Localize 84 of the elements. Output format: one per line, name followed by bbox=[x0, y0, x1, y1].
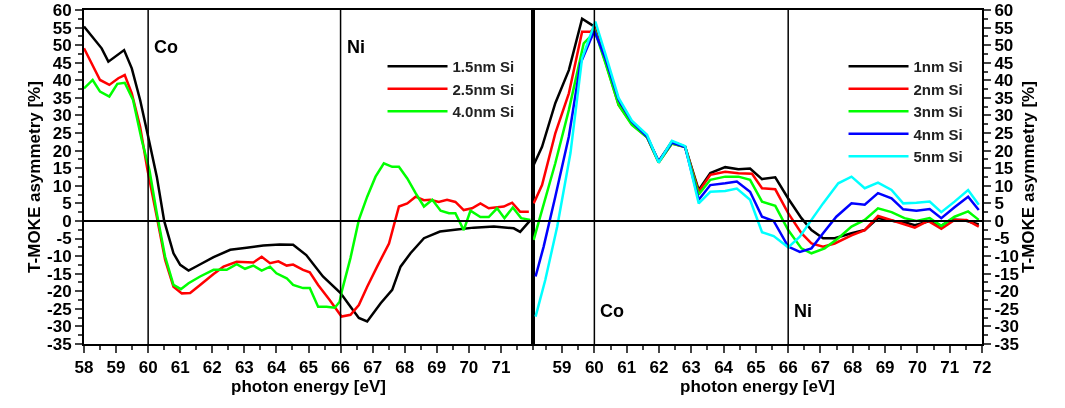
legend-label: 5nm Si bbox=[913, 148, 963, 166]
y-tick-label: -5 bbox=[994, 229, 1010, 249]
y-tick-label: -35 bbox=[47, 334, 72, 354]
y-tick-label: 25 bbox=[52, 124, 72, 143]
x-tick-label: 59 bbox=[106, 358, 126, 378]
x-tick-label: 67 bbox=[363, 358, 383, 378]
y-tick-label: 50 bbox=[994, 36, 1014, 56]
legend-label: 2.5nm Si bbox=[452, 80, 515, 98]
y-tick-label: 5 bbox=[994, 194, 1004, 214]
x-tick-label: 60 bbox=[138, 358, 158, 378]
legend-label: 1.5nm Si bbox=[452, 58, 515, 76]
y-tick-label: 20 bbox=[52, 141, 72, 161]
y-tick-label: 60 bbox=[52, 0, 72, 20]
y-tick-label: -30 bbox=[47, 317, 72, 337]
y-tick-label: 25 bbox=[994, 124, 1014, 143]
legend-label: 4.0nm Si bbox=[452, 103, 515, 121]
y-tick-label: 35 bbox=[52, 88, 72, 108]
ref-line-label: Ni bbox=[347, 37, 365, 57]
x-tick-label: 62 bbox=[202, 358, 222, 378]
y-axis-title: T-MOKE asymmetry [%] bbox=[25, 81, 45, 273]
y-tick-label: -20 bbox=[994, 282, 1019, 302]
y-tick-label: 55 bbox=[52, 18, 72, 38]
x-tick-label: 65 bbox=[299, 358, 318, 378]
x-tick-label: 61 bbox=[617, 358, 637, 378]
x-tick-label: 63 bbox=[681, 358, 701, 378]
x-tick-label: 70 bbox=[459, 358, 479, 378]
x-axis-title: photon energy [eV] bbox=[680, 377, 835, 397]
y-tick-label: 0 bbox=[994, 211, 1004, 231]
x-axis-title: photon energy [eV] bbox=[231, 377, 386, 397]
y-tick-label: -20 bbox=[47, 282, 72, 302]
y-axis-title: T-MOKE asymmetry [%] bbox=[1018, 81, 1038, 273]
y-tick-label: -25 bbox=[994, 299, 1019, 319]
x-tick-label: 58 bbox=[74, 358, 94, 378]
y-tick-label: 30 bbox=[52, 106, 72, 126]
y-tick-label: -25 bbox=[47, 299, 72, 319]
x-tick-label: 71 bbox=[491, 358, 511, 378]
y-tick-label: 50 bbox=[52, 36, 72, 56]
y-tick-label: 55 bbox=[994, 18, 1014, 38]
y-tick-label: 20 bbox=[994, 141, 1014, 161]
x-tick-label: 67 bbox=[811, 358, 830, 378]
x-tick-label: 71 bbox=[940, 358, 960, 378]
x-tick-label: 66 bbox=[331, 358, 351, 378]
y-tick-label: -15 bbox=[994, 264, 1019, 284]
legend-label: 4nm Si bbox=[913, 125, 963, 143]
ref-line-label: Co bbox=[154, 37, 178, 57]
legend-label: 3nm Si bbox=[913, 103, 963, 121]
x-tick-label: 69 bbox=[875, 358, 895, 378]
x-tick-label: 62 bbox=[649, 358, 669, 378]
y-tick-label: 15 bbox=[994, 159, 1014, 179]
legend-label: 2nm Si bbox=[913, 80, 963, 98]
x-tick-label: 68 bbox=[395, 358, 415, 378]
y-tick-label: 10 bbox=[52, 176, 72, 196]
y-tick-label: 40 bbox=[52, 71, 72, 91]
y-tick-label: 45 bbox=[994, 53, 1014, 73]
x-tick-label: 72 bbox=[972, 358, 992, 378]
y-tick-label: 10 bbox=[994, 176, 1014, 196]
ref-line-label: Co bbox=[600, 301, 624, 321]
y-tick-label: -15 bbox=[47, 264, 72, 284]
y-tick-label: 45 bbox=[52, 53, 72, 73]
y-tick-label: 15 bbox=[52, 159, 72, 179]
y-tick-label: 60 bbox=[994, 0, 1014, 20]
y-tick-label: 0 bbox=[62, 211, 72, 231]
x-tick-label: 66 bbox=[778, 358, 798, 378]
x-tick-label: 65 bbox=[746, 358, 766, 378]
x-tick-label: 69 bbox=[427, 358, 447, 378]
x-tick-label: 68 bbox=[843, 358, 863, 378]
x-tick-label: 60 bbox=[584, 358, 604, 378]
y-tick-label: -5 bbox=[56, 229, 72, 249]
x-tick-label: 70 bbox=[907, 358, 927, 378]
x-tick-label: 61 bbox=[170, 358, 190, 378]
y-tick-label: 30 bbox=[994, 106, 1014, 126]
y-tick-label: -35 bbox=[994, 334, 1019, 354]
y-tick-label: -10 bbox=[994, 247, 1019, 267]
x-tick-label: 59 bbox=[552, 358, 572, 378]
y-tick-label: 40 bbox=[994, 71, 1014, 91]
x-tick-label: 64 bbox=[714, 358, 734, 378]
ref-line-label: Ni bbox=[794, 301, 812, 321]
legend-label: 1nm Si bbox=[913, 58, 963, 76]
y-tick-label: -10 bbox=[47, 247, 72, 267]
y-tick-label: -30 bbox=[994, 317, 1019, 337]
x-tick-label: 64 bbox=[266, 358, 287, 378]
y-tick-label: 35 bbox=[994, 88, 1014, 108]
y-tick-label: 5 bbox=[62, 194, 72, 214]
x-tick-label: 63 bbox=[234, 358, 254, 378]
